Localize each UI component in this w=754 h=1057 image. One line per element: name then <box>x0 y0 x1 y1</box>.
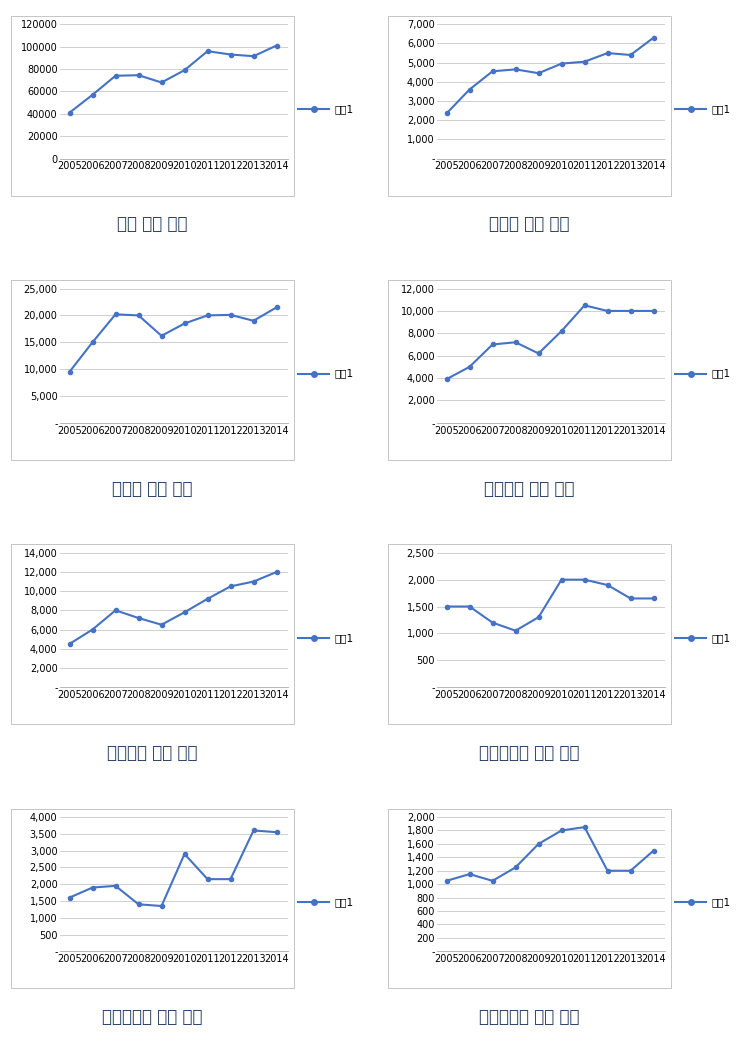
Text: 계열1: 계열1 <box>711 633 730 643</box>
Text: 전국 신축 추이: 전국 신축 추이 <box>118 216 188 234</box>
Text: 계열1: 계열1 <box>711 897 730 907</box>
Text: 대구광역시 신축 추이: 대구광역시 신축 추이 <box>103 1008 203 1026</box>
Text: 강원도 신축 추이: 강원도 신축 추이 <box>489 216 570 234</box>
Text: 경상북도 신축 추이: 경상북도 신축 추이 <box>107 744 198 762</box>
Text: 계열1: 계열1 <box>334 369 353 378</box>
Text: 계열1: 계열1 <box>334 897 353 907</box>
Text: 대전광역시 신축 추이: 대전광역시 신축 추이 <box>480 1008 580 1026</box>
Text: 계열1: 계열1 <box>334 105 353 114</box>
Text: 계열1: 계열1 <box>711 105 730 114</box>
Text: 경기도 신축 추이: 경기도 신축 추이 <box>112 480 193 498</box>
Text: 광주광역시 신축 추이: 광주광역시 신축 추이 <box>480 744 580 762</box>
Text: 경상남도 신축 추이: 경상남도 신축 추이 <box>484 480 575 498</box>
Text: 계열1: 계열1 <box>334 633 353 643</box>
Text: 계열1: 계열1 <box>711 369 730 378</box>
